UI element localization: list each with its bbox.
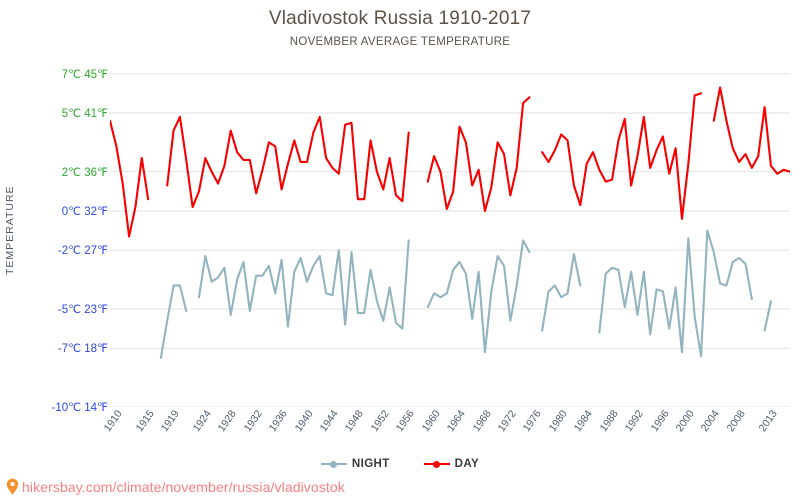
x-axis-tick-label-1964: 1964 <box>444 408 469 435</box>
x-axis-tick-label-1976: 1976 <box>521 408 545 435</box>
plot-area <box>110 62 790 407</box>
x-axis-tick-label-1960: 1960 <box>419 408 443 435</box>
series-line-night <box>541 253 582 332</box>
y-axis-tick-0: 7℃ 45℉ <box>61 68 108 81</box>
series-line-day <box>166 115 410 209</box>
legend-swatch-day-icon <box>423 459 450 469</box>
x-axis-tick-label-2004: 2004 <box>698 408 723 435</box>
legend-item-day[interactable]: DAY <box>423 458 480 470</box>
series-line-night <box>159 284 188 360</box>
x-axis-tick-label-1928: 1928 <box>215 408 240 435</box>
x-axis-tick-label-1948: 1948 <box>343 408 367 435</box>
x-axis-tick-label-1924: 1924 <box>190 408 214 435</box>
x-axis-tick-label-1988: 1988 <box>597 408 621 435</box>
x-axis-tick-label-1996: 1996 <box>648 408 672 435</box>
x-axis-tick-label-1944: 1944 <box>317 408 341 435</box>
footer-url[interactable]: hikersbay.com/climate/november/russia/vl… <box>22 478 345 495</box>
series-line-night <box>197 239 410 330</box>
x-axis-tick-label-1984: 1984 <box>571 408 596 435</box>
series-line-night <box>598 229 753 358</box>
x-axis-tick-label-1968: 1968 <box>470 408 494 435</box>
chart-svg <box>110 73 790 407</box>
legend-swatch-night-icon <box>320 459 347 469</box>
y-axis-tick-3: 0℃ 32℉ <box>61 205 108 218</box>
x-axis-tick-label-1940: 1940 <box>292 408 316 435</box>
series-line-day <box>712 86 790 175</box>
y-axis-tick-4: -2℃ 27℉ <box>57 245 108 258</box>
x-axis-tick-label-2008: 2008 <box>724 408 748 435</box>
x-axis-tick-label-1992: 1992 <box>622 408 646 435</box>
legend-label: NIGHT <box>351 458 390 470</box>
x-axis-tick-label-1919: 1919 <box>158 408 183 435</box>
chart-legend: NIGHT DAY <box>0 458 800 470</box>
x-axis-tick-label-1936: 1936 <box>266 408 291 435</box>
x-axis-tick-label-1956: 1956 <box>393 408 418 435</box>
y-axis-tick-7: -10℃ 14℉ <box>51 402 108 414</box>
y-axis-tick-6: -7℃ 18℉ <box>57 343 108 356</box>
page-title: Vladivostok Russia 1910-2017 <box>268 8 532 29</box>
x-axis-tick-label-1972: 1972 <box>495 408 519 435</box>
series-line-night <box>763 300 772 332</box>
x-axis-tick-label-1952: 1952 <box>368 408 392 435</box>
y-axis-tick-1: 5℃ 41℉ <box>61 107 108 120</box>
legend-item-night[interactable]: NIGHT <box>320 458 390 470</box>
x-axis-tick-label-2013: 2013 <box>756 408 780 435</box>
legend-label: DAY <box>454 458 480 470</box>
chart-subtitle: NOVEMBER AVERAGE TEMPERATURE <box>289 36 511 48</box>
x-axis-tick-label-2000: 2000 <box>673 408 697 435</box>
x-axis-tick-label-1915: 1915 <box>133 408 157 435</box>
series-line-day <box>541 92 703 220</box>
footer[interactable]: hikersbay.com/climate/november/russia/vl… <box>6 478 345 495</box>
y-axis-tick-5: -5℃ 23℉ <box>57 303 108 316</box>
x-axis-tick-label-1980: 1980 <box>546 408 570 435</box>
series-line-day <box>426 96 531 213</box>
y-axis-tick-labels: 7℃ 45℉ 5℃ 41℉ 2℃ 36℉ 0℃ 32℉ -2℃ 27℉ -5℃ 23℉ -7… <box>18 62 108 414</box>
series-line-day <box>110 119 150 238</box>
location-pin-icon <box>6 478 19 495</box>
x-axis-tick-labels: 1910 1915 1919 1924 1928 1932 1936 1940 1944 1948… <box>102 408 800 464</box>
y-axis-tick-2: 2℃ 36℉ <box>61 166 108 179</box>
x-axis-tick-label-1932: 1932 <box>241 408 265 435</box>
series-line-night <box>426 239 531 354</box>
